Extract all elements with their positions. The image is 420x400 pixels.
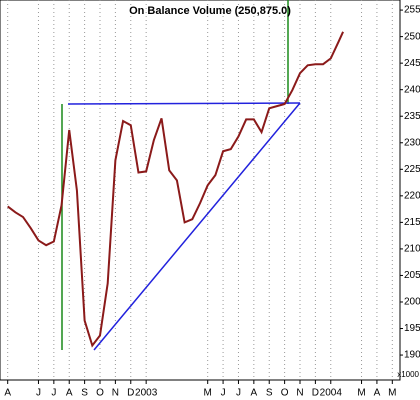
y-tick-label: 225 <box>404 164 420 175</box>
x-tick-label: N <box>296 388 303 399</box>
y-tick-label: 205 <box>404 270 420 281</box>
y-tick-label: 220 <box>404 190 420 201</box>
x-tick-label: S <box>81 388 88 399</box>
y-tick-label: 215 <box>404 217 420 228</box>
x-tick-label: J <box>51 388 56 399</box>
y-tick-label: 200 <box>404 297 420 308</box>
data-line <box>7 31 344 348</box>
grid <box>7 0 393 380</box>
x-tick-label: J <box>36 388 41 399</box>
x-tick-label: D <box>127 388 134 399</box>
y-tick-label: 245 <box>404 58 420 69</box>
x-tick-label: A <box>66 388 73 399</box>
x-tick-label: M <box>357 388 365 399</box>
y-tick-label: 235 <box>404 111 420 122</box>
y-tick-label: 210 <box>404 244 420 255</box>
x-tick-label: A <box>251 388 258 399</box>
x-tick-label: M <box>388 388 396 399</box>
x-tick-label: D <box>312 388 319 399</box>
x-tick-label: M <box>204 388 212 399</box>
plot-frame <box>0 0 401 381</box>
chart-title: On Balance Volume (250,875.0) <box>129 5 291 17</box>
x-tick-label: 2003 <box>135 388 158 399</box>
x-tick-label: A <box>4 388 11 399</box>
y-tick-label: 195 <box>404 323 420 334</box>
x-tick-label: O <box>96 388 104 399</box>
x-tick-label: A <box>374 388 381 399</box>
x-tick-label: J <box>221 388 226 399</box>
x-tick-label: N <box>112 388 119 399</box>
x-tick-label: S <box>266 388 273 399</box>
trend-line <box>93 102 301 351</box>
x-tick-label: 2004 <box>320 388 343 399</box>
y-tick-label: 255 <box>404 5 420 16</box>
y-tick-label: 190 <box>404 350 420 361</box>
y-tick-label: 240 <box>404 84 420 95</box>
axis-note: x1000 <box>397 370 419 379</box>
x-tick-label: O <box>281 388 289 399</box>
y-tick-label: 230 <box>404 137 420 148</box>
x-tick-label: J <box>236 388 241 399</box>
y-tick-label: 250 <box>404 31 420 42</box>
trend-line <box>67 102 301 105</box>
